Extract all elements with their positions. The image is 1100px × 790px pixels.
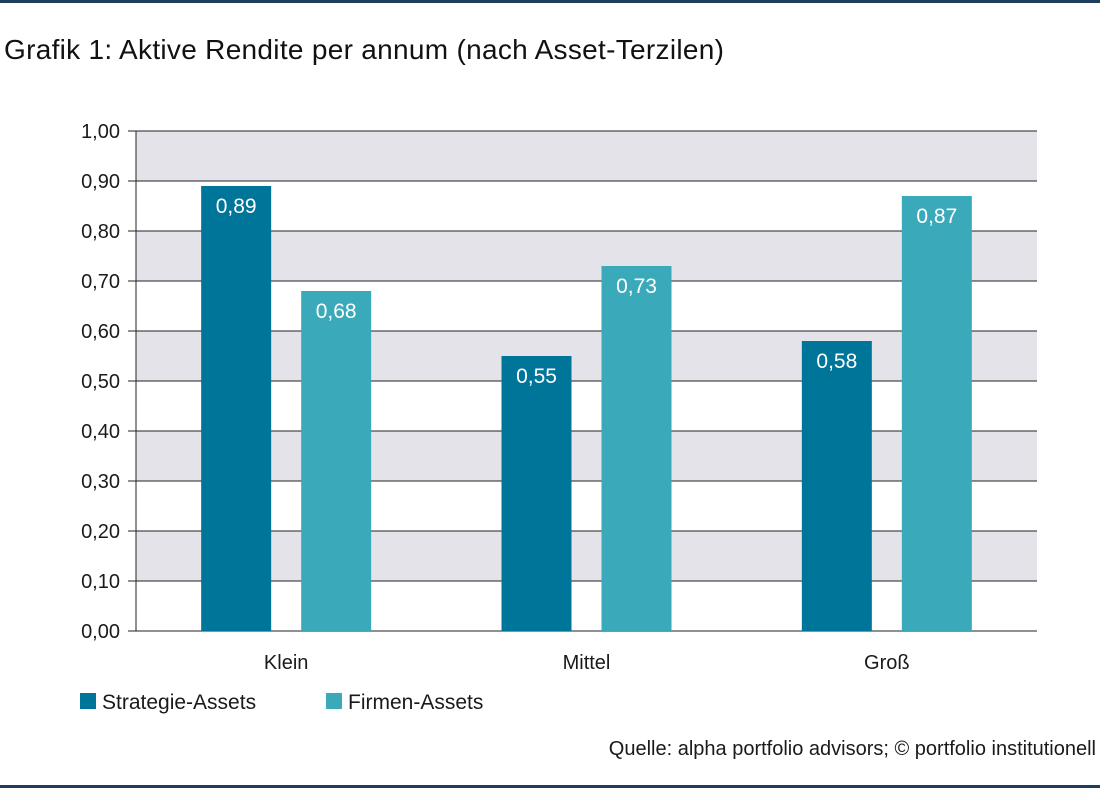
y-tick-label: 0,60 (81, 321, 120, 343)
grid-band (136, 531, 1037, 581)
y-tick-label: 0,00 (81, 621, 120, 643)
y-tick-label: 0,80 (81, 221, 120, 243)
chart-title: Grafik 1: Aktive Rendite per annum (nach… (4, 34, 725, 65)
bar (501, 356, 572, 631)
grid-band (136, 431, 1037, 481)
y-tick-label: 0,30 (81, 471, 120, 493)
y-tick-label: 0,70 (81, 271, 120, 293)
source-note: Quelle: alpha portfolio advisors; © port… (608, 738, 1096, 760)
bar-value-label: 0,55 (516, 365, 557, 388)
bar (201, 186, 272, 631)
y-tick-label: 0,10 (81, 571, 120, 593)
bar (801, 341, 872, 631)
bar-value-label: 0,58 (816, 350, 857, 373)
legend-label: Firmen-Assets (348, 691, 483, 714)
legend-label: Strategie-Assets (102, 691, 256, 714)
grid-band (136, 131, 1037, 181)
bar (301, 291, 372, 631)
top-rule (0, 0, 1100, 3)
y-tick-label: 1,00 (81, 121, 120, 143)
legend-swatch (80, 693, 96, 709)
x-category-label: Klein (264, 652, 308, 674)
grid-band (136, 331, 1037, 381)
bar-value-label: 0,89 (216, 195, 257, 218)
bottom-rule (0, 785, 1100, 788)
y-tick-label: 0,50 (81, 371, 120, 393)
bar-value-label: 0,87 (916, 205, 957, 228)
y-tick-label: 0,40 (81, 421, 120, 443)
legend-swatch (326, 693, 342, 709)
x-category-label: Groß (864, 652, 910, 674)
bar-value-label: 0,68 (316, 300, 357, 323)
bar-value-label: 0,73 (616, 275, 657, 298)
grid-band (136, 231, 1037, 281)
bar (901, 196, 972, 631)
x-category-label: Mittel (563, 652, 611, 674)
y-tick-label: 0,20 (81, 521, 120, 543)
y-tick-label: 0,90 (81, 171, 120, 193)
bar (601, 266, 672, 631)
